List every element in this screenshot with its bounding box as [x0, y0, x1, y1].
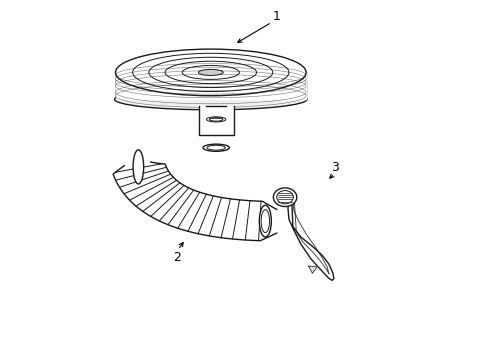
- Ellipse shape: [203, 144, 229, 151]
- Ellipse shape: [198, 69, 223, 76]
- Polygon shape: [113, 162, 277, 241]
- Ellipse shape: [273, 188, 297, 207]
- Polygon shape: [116, 72, 306, 99]
- Polygon shape: [309, 266, 318, 273]
- Text: 3: 3: [331, 161, 340, 174]
- Ellipse shape: [133, 150, 144, 184]
- Text: 1: 1: [273, 10, 281, 23]
- Polygon shape: [288, 191, 334, 280]
- Polygon shape: [198, 107, 234, 135]
- Ellipse shape: [206, 117, 226, 122]
- Ellipse shape: [259, 205, 271, 237]
- Ellipse shape: [115, 89, 307, 110]
- Text: 2: 2: [172, 251, 180, 264]
- Ellipse shape: [116, 49, 306, 96]
